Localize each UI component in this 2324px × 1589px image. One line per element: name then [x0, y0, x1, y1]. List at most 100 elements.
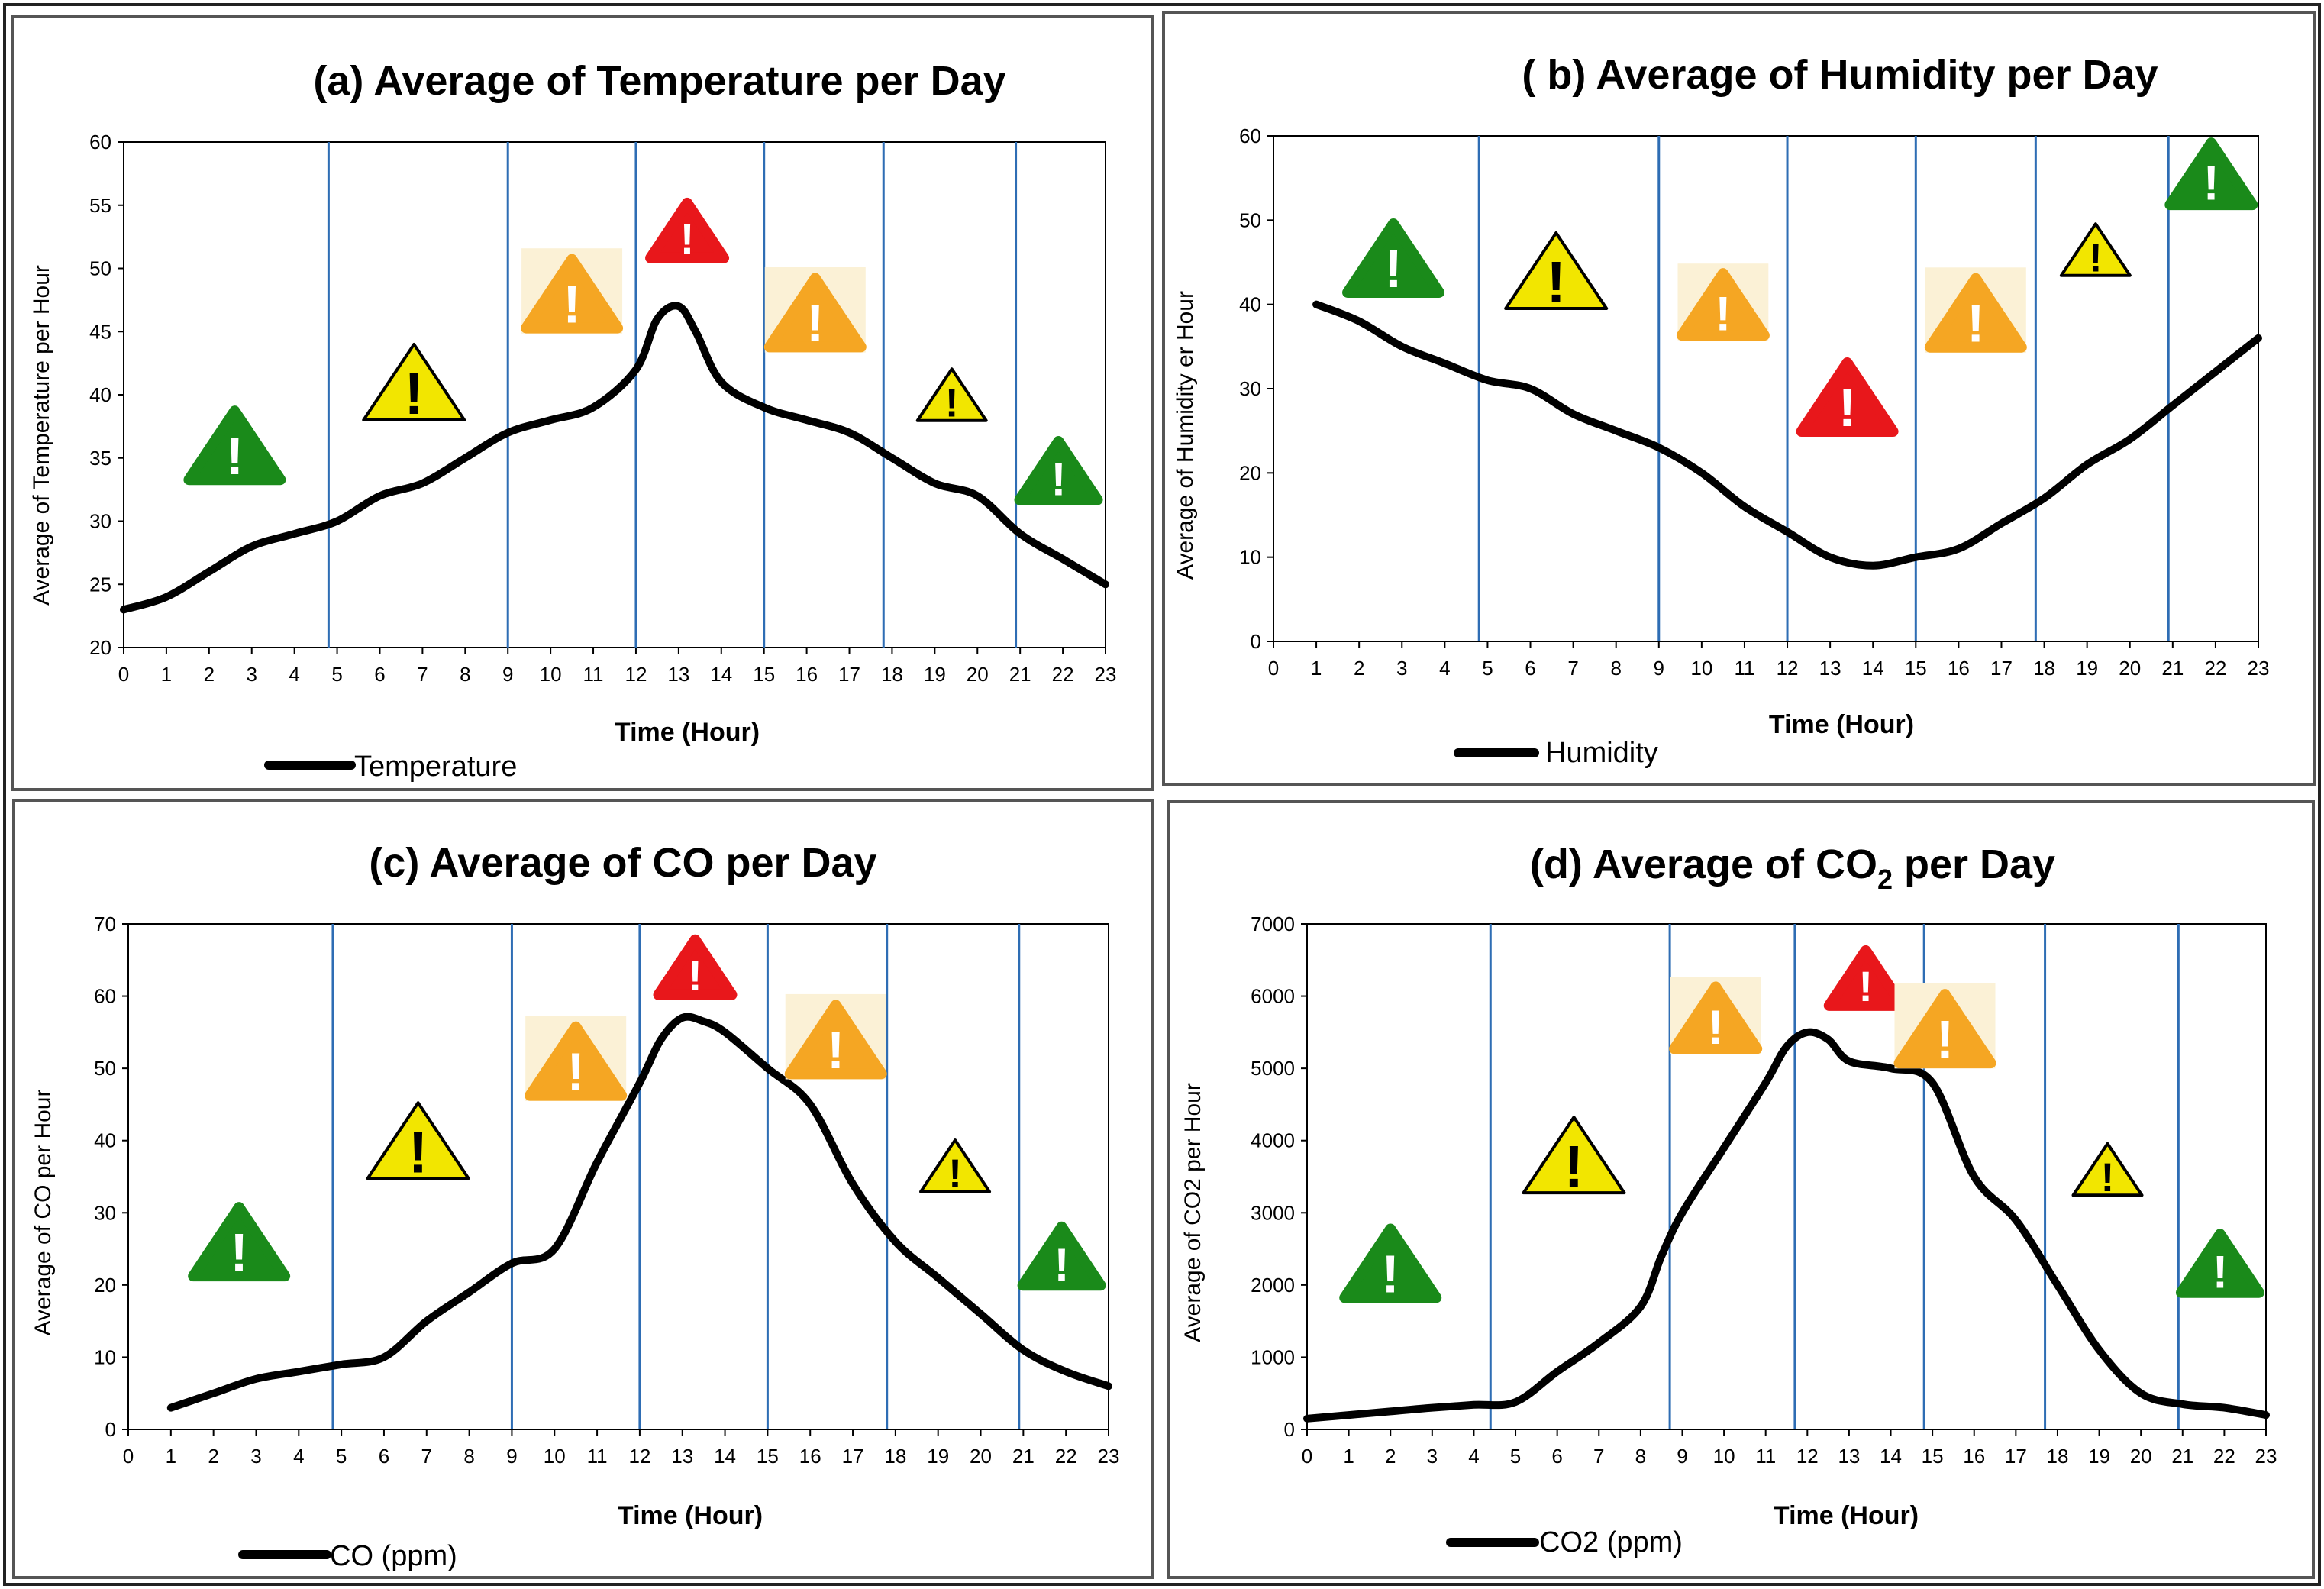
x-tick-label: 20 — [970, 1445, 992, 1468]
warning-triangle-shape — [763, 273, 867, 353]
warning-triangle-shape — [1823, 945, 1908, 1011]
exclamation-mark: ! — [680, 215, 695, 263]
x-tick-label: 18 — [881, 663, 903, 686]
warning-green-icon: ! — [188, 1202, 291, 1282]
warning-green-icon: ! — [2164, 137, 2258, 211]
panel-c-title: (c) Average of CO per Day — [369, 840, 876, 886]
exclamation-mark: ! — [230, 1222, 247, 1282]
x-tick-label: 3 — [1396, 657, 1407, 680]
x-tick-label: 1 — [1343, 1445, 1354, 1468]
warning-orange-icon: ! — [521, 248, 624, 334]
x-tick-label: 1 — [166, 1445, 176, 1468]
warning-red-icon: ! — [653, 934, 738, 1000]
y-tick-label: 40 — [1239, 293, 1261, 316]
x-tick-label: 9 — [1677, 1445, 1687, 1468]
warning-triangle-shape — [1504, 231, 1609, 311]
x-tick-label: 11 — [1755, 1445, 1776, 1468]
x-tick-label: 23 — [1098, 1445, 1120, 1468]
x-tick-label: 13 — [1819, 657, 1841, 680]
exclamation-mark: ! — [945, 380, 959, 425]
panel-d-ylabel: Average of CO2 per Hour — [1180, 1083, 1206, 1342]
panel-d-title-main: (d) Average of CO — [1530, 841, 1877, 887]
exclamation-mark: ! — [1564, 1134, 1584, 1200]
warning-triangle-shape — [183, 405, 286, 486]
x-tick-label: 1 — [161, 663, 172, 686]
warning-yellow-icon: ! — [362, 342, 466, 427]
plot-frame — [127, 923, 1109, 1430]
panel-d-title-tail: per Day — [1893, 841, 2055, 887]
exclamation-mark: ! — [1382, 1244, 1399, 1303]
warning-green-icon: ! — [2175, 1229, 2264, 1298]
warning-triangle-shape — [645, 197, 730, 263]
x-tick-label: 19 — [924, 663, 946, 686]
y-tick-label: 10 — [94, 1345, 116, 1368]
x-tick-label: 16 — [1948, 657, 1970, 680]
y-tick-label: 40 — [89, 383, 111, 406]
panel-b-border — [1162, 11, 2316, 786]
panel-a: (a) Average of Temperature per Day 20 25 3… — [11, 15, 1154, 791]
warning-triangle-shape — [1522, 1116, 1626, 1195]
x-tick-label: 5 — [336, 1445, 347, 1468]
x-tick-label: 16 — [1963, 1445, 1985, 1468]
x-tick-label: 7 — [1593, 1445, 1604, 1468]
warning-triangle-shape — [1342, 218, 1445, 298]
panel-c: (c) Average of CO per Day 01020304050607… — [12, 799, 1154, 1579]
x-tick-label: 17 — [2005, 1445, 2027, 1468]
exclamation-mark: ! — [567, 1042, 585, 1101]
x-tick-label: 14 — [714, 1445, 736, 1468]
x-tick-label: 15 — [757, 1445, 779, 1468]
y-tick-label: 10 — [1239, 546, 1261, 569]
x-tick-label: 4 — [289, 663, 299, 686]
warning-orange-icon: ! — [763, 267, 867, 353]
plot-frame — [1306, 923, 2267, 1430]
y-tick-label: 7000 — [1251, 912, 1295, 935]
y-tick-label: 25 — [89, 573, 111, 596]
x-tick-label: 2 — [1385, 1445, 1396, 1468]
warning-green-icon: ! — [1017, 1221, 1106, 1291]
exclamation-mark: ! — [563, 274, 580, 334]
y-tick-label: 5000 — [1251, 1057, 1295, 1080]
panel-b-ylabel: Average of Humidity er Hour — [1173, 291, 1198, 580]
y-tick-label: 20 — [89, 636, 111, 659]
x-tick-label: 0 — [123, 1445, 134, 1468]
warning-triangle-shape — [362, 342, 466, 421]
y-tick-label: 0 — [1251, 630, 1261, 653]
warning-triangle-shape — [784, 1000, 887, 1080]
y-tick-label: 60 — [89, 131, 111, 153]
x-tick-label: 19 — [2076, 657, 2098, 680]
x-tick-label: 14 — [1880, 1445, 1902, 1468]
warning-orange-icon: ! — [525, 1016, 628, 1101]
y-tick-label: 4000 — [1251, 1129, 1295, 1152]
exclamation-mark: ! — [1936, 1009, 1954, 1069]
warning-yellow-icon: ! — [1504, 231, 1609, 315]
y-tick-label: 30 — [89, 510, 111, 533]
x-tick-label: 7 — [421, 1445, 432, 1468]
x-tick-label: 9 — [1654, 657, 1664, 680]
warning-triangle-shape — [1669, 981, 1763, 1054]
series-line-co2-ppm- — [1303, 1028, 2270, 1423]
y-tick-label: 30 — [94, 1201, 116, 1224]
x-tick-label: 13 — [1838, 1445, 1860, 1468]
x-tick-label: 0 — [1302, 1445, 1312, 1468]
warning-triangle-shape — [2164, 137, 2258, 211]
x-tick-label: 6 — [374, 663, 385, 686]
x-tick-label: 1 — [1311, 657, 1322, 680]
x-tick-label: 9 — [506, 1445, 517, 1468]
x-tick-label: 17 — [838, 663, 860, 686]
x-tick-label: 20 — [2119, 657, 2141, 680]
panel-a-title: (a) Average of Temperature per Day — [313, 58, 1005, 104]
x-tick-label: 15 — [1922, 1445, 1944, 1468]
exclamation-mark: ! — [1546, 250, 1566, 315]
y-tick-label: 30 — [1239, 377, 1261, 400]
x-tick-label: 2 — [204, 663, 215, 686]
panel-d-title-subscript: 2 — [1877, 864, 1893, 895]
x-tick-label: 17 — [1990, 657, 2013, 680]
y-tick-label: 35 — [89, 447, 111, 470]
x-tick-label: 17 — [842, 1445, 864, 1468]
x-tick-label: 23 — [2255, 1445, 2277, 1468]
panel-d-title: (d) Average of CO2 per Day — [1530, 841, 2055, 895]
warning-red-icon: ! — [645, 197, 730, 263]
exclamation-mark: ! — [948, 1151, 962, 1197]
x-tick-label: 15 — [1905, 657, 1927, 680]
